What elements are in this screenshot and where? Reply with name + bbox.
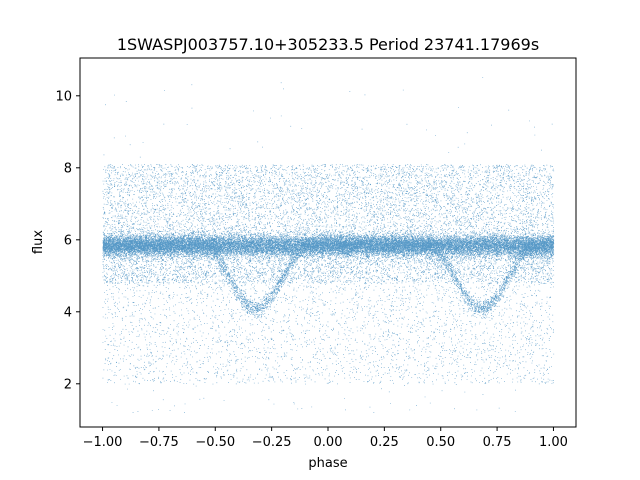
data-points — [102, 77, 555, 413]
y-tick-label: 8 — [64, 161, 72, 176]
y-axis-label: flux — [31, 230, 46, 254]
y-tick-label: 10 — [55, 89, 72, 104]
x-axis-label: phase — [308, 456, 347, 471]
x-tick-label: 0.25 — [370, 435, 399, 450]
x-tick-label: 0.75 — [483, 435, 512, 450]
x-tick-label: −0.25 — [252, 435, 292, 450]
y-axis: 2 4 6 8 10 — [55, 89, 80, 392]
scatter-points — [102, 77, 555, 413]
x-tick-label: −0.75 — [139, 435, 179, 450]
x-tick-label: 0.50 — [426, 435, 455, 450]
y-tick-label: 4 — [64, 305, 72, 320]
chart-title: 1SWASPJ003757.10+305233.5 Period 23741.1… — [117, 35, 539, 54]
x-tick-label: 0.00 — [314, 435, 343, 450]
x-tick-label: −0.50 — [195, 435, 235, 450]
x-tick-label: 1.00 — [539, 435, 568, 450]
x-tick-label: −1.00 — [83, 435, 123, 450]
x-axis: −1.00 −0.75 −0.50 −0.25 0.00 0.25 0.50 0.75 1.00 — [83, 427, 568, 450]
y-tick-label: 2 — [64, 377, 72, 392]
y-tick-label: 6 — [64, 233, 72, 248]
